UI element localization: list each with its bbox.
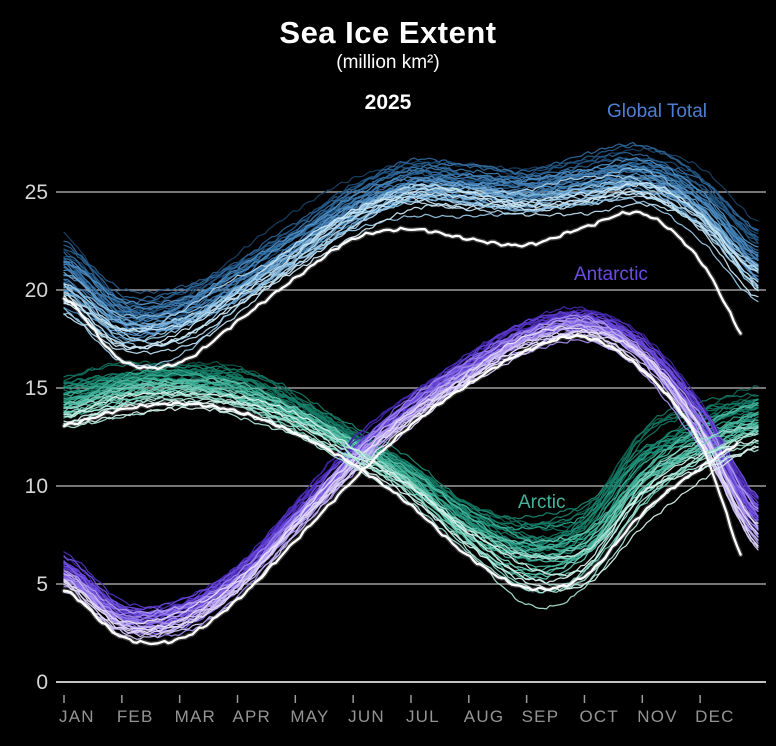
y-tick-label-10: 10: [25, 475, 48, 498]
x-tick-label-JUN: JUN: [348, 707, 385, 726]
x-tick-label-MAR: MAR: [175, 707, 216, 726]
y-tick-label-25: 25: [25, 181, 48, 204]
x-axis-ticks: [63, 695, 701, 703]
arctic-year-line: [63, 406, 759, 592]
arctic-year-line: [63, 390, 759, 591]
current-year-lines: [61, 209, 744, 647]
x-tick-label-MAY: MAY: [290, 707, 329, 726]
global-total-year-line: [63, 197, 759, 368]
global-total-year-line: [63, 190, 759, 346]
arctic-2025-line: [62, 401, 739, 592]
x-tick-label-NOV: NOV: [637, 707, 677, 726]
y-tick-label-0: 0: [36, 671, 48, 694]
antarctic-year-line: [63, 325, 759, 631]
x-tick-label-OCT: OCT: [579, 707, 618, 726]
arctic-year-line: [63, 372, 759, 553]
global-total-year-line: [63, 180, 759, 343]
global-total-2025-line: [62, 210, 742, 371]
arctic-year-line: [63, 378, 759, 563]
antarctic-year-line: [63, 328, 759, 625]
arctic-year-line: [63, 400, 759, 610]
antarctic-band: [63, 305, 759, 640]
antarctic-year-line: [63, 311, 759, 624]
y-tick-label-15: 15: [25, 377, 48, 400]
global-total-year-line: [63, 200, 759, 355]
x-tick-label-APR: APR: [232, 707, 271, 726]
antarctic-year-line: [63, 329, 759, 640]
global-total-year-line: [63, 181, 759, 327]
antarctic-2025-line: [62, 334, 742, 646]
arctic-year-line: [63, 380, 759, 562]
y-axis-labels: 0 5 10 15 20 25: [25, 181, 48, 694]
x-tick-label-JAN: JAN: [59, 707, 95, 726]
x-axis-labels: JAN FEB MAR APR MAY JUN JUL AUG SEP OCT NOV DEC: [59, 707, 735, 726]
global-total-year-line: [63, 162, 759, 305]
x-tick-label-JUL: JUL: [406, 707, 440, 726]
global-total-year-line: [63, 141, 759, 301]
arctic-year-line: [63, 390, 759, 577]
global-total-year-line: [63, 156, 759, 306]
global-total-year-line: [63, 191, 759, 350]
y-tick-label-5: 5: [36, 573, 48, 596]
arctic-year-line: [63, 368, 759, 551]
x-tick-label-SEP: SEP: [522, 707, 560, 726]
x-tick-label-FEB: FEB: [117, 707, 154, 726]
global-total-year-line: [63, 167, 759, 310]
y-tick-label-20: 20: [25, 279, 48, 302]
x-tick-label-AUG: AUG: [464, 707, 504, 726]
global-total-band: [63, 141, 759, 368]
x-tick-label-DEC: DEC: [695, 707, 735, 726]
global-total-year-line: [63, 185, 759, 342]
antarctic-year-line: [63, 332, 759, 634]
arctic-year-line: [63, 364, 759, 520]
global-total-year-line: [63, 177, 759, 331]
